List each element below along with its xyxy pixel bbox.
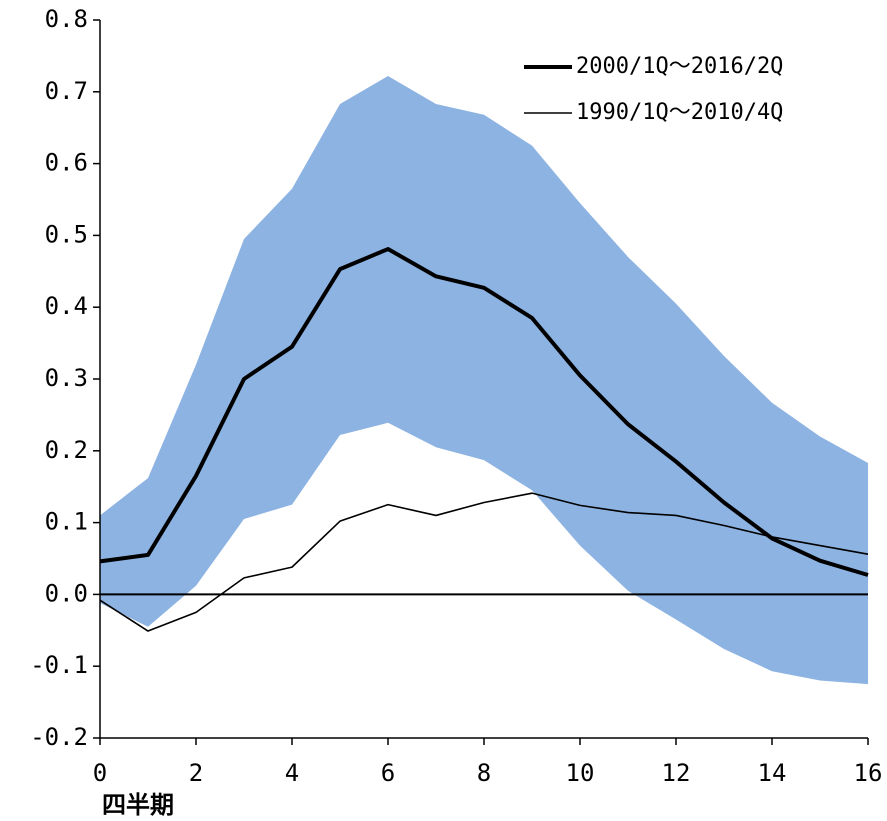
x-tick-label: 6 — [381, 759, 395, 787]
band — [100, 76, 868, 685]
y-tick-label: 0.2 — [45, 436, 88, 464]
y-tick-label: 0.0 — [45, 579, 88, 607]
y-tick-label: 0.7 — [45, 77, 88, 105]
y-tick-label: -0.1 — [30, 651, 88, 679]
series-line — [99, 247, 869, 577]
y-tick-label: 0.3 — [45, 364, 88, 392]
x-tick-label: 8 — [477, 759, 491, 787]
series-line — [99, 492, 869, 632]
x-tick-label: 10 — [566, 759, 595, 787]
x-tick-label: 14 — [758, 759, 787, 787]
x-tick-label: 2 — [189, 759, 203, 787]
y-tick-label: -0.2 — [30, 723, 88, 751]
x-tick-label: 4 — [285, 759, 299, 787]
y-tick-label: 0.1 — [45, 508, 88, 536]
legend-label: 2000/1Q～2016/2Q — [576, 54, 783, 79]
x-tick-label: 12 — [662, 759, 691, 787]
y-tick-label: 0.5 — [45, 220, 88, 248]
x-tick-label: 16 — [854, 759, 883, 787]
x-axis-label: 四半期 — [102, 791, 174, 819]
legend-label: 1990/1Q～2010/4Q — [576, 100, 783, 125]
y-tick-label: 0.4 — [45, 292, 88, 320]
y-tick-label: 0.8 — [45, 5, 88, 33]
x-tick-label: 0 — [93, 759, 107, 787]
y-tick-label: 0.6 — [45, 149, 88, 177]
